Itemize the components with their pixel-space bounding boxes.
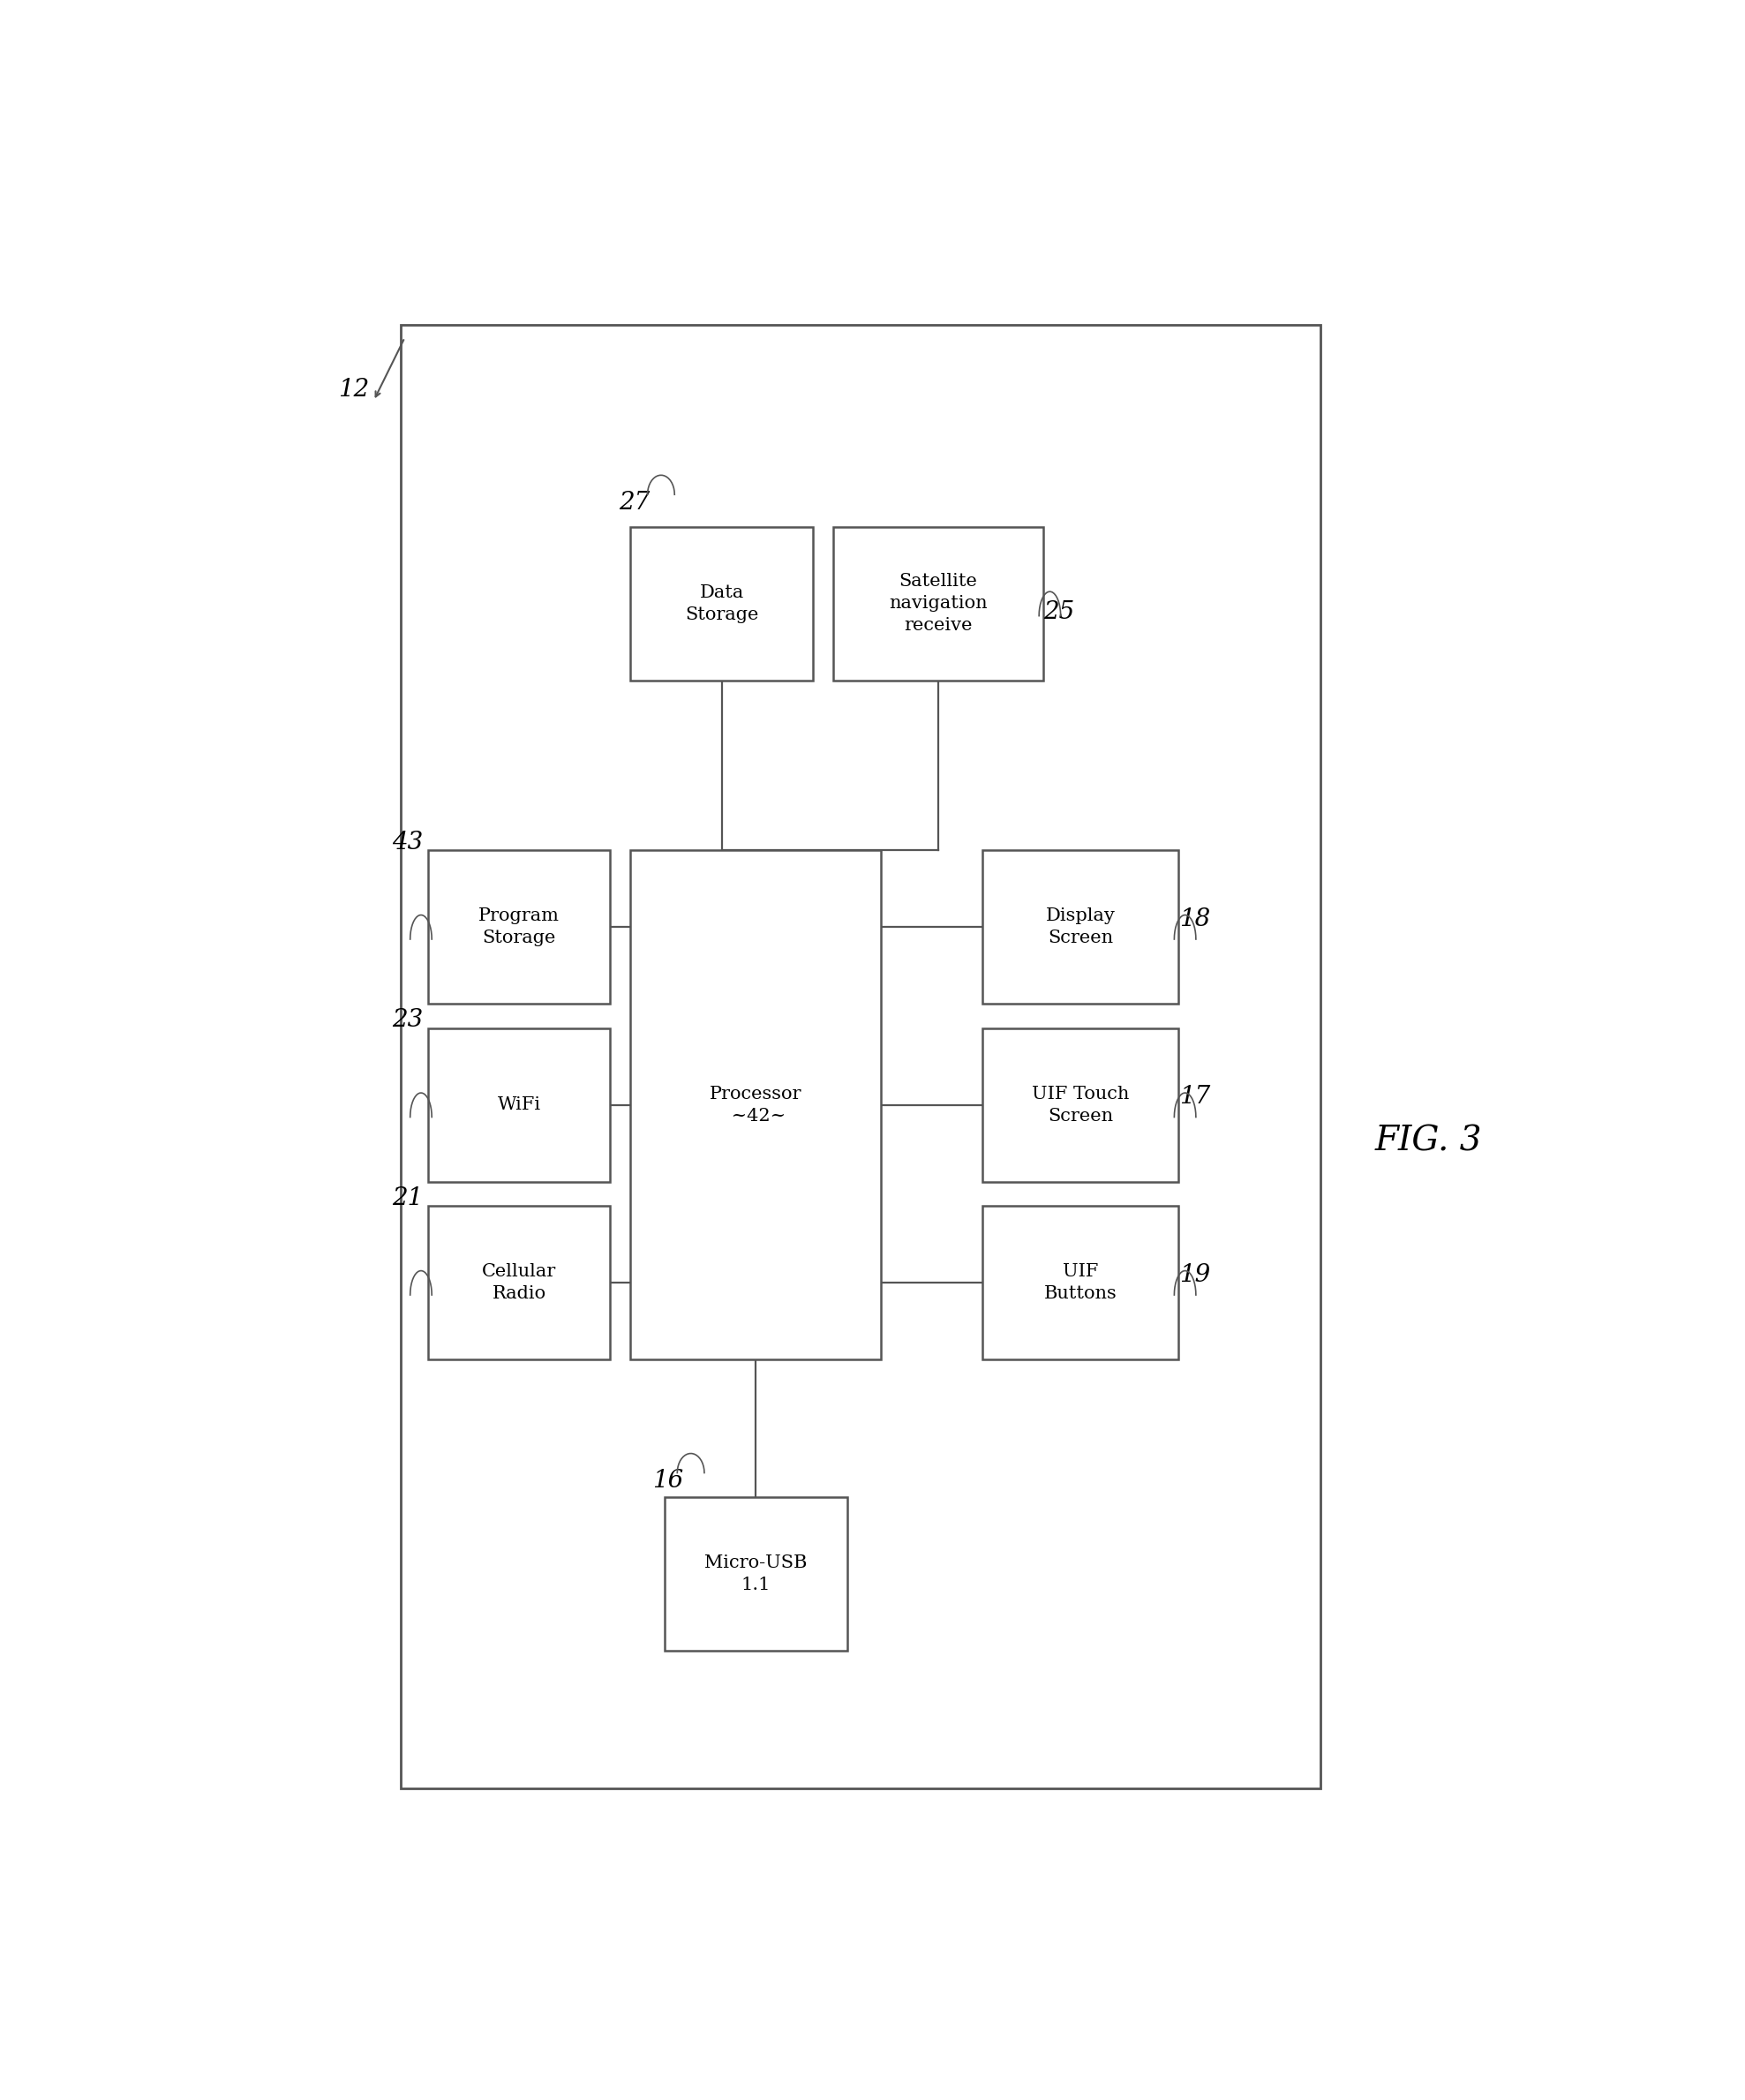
Bar xyxy=(982,1029,1178,1182)
Text: Processor
 ~42~: Processor ~42~ xyxy=(710,1086,801,1124)
Bar xyxy=(834,527,1044,680)
Text: 43: 43 xyxy=(393,830,422,855)
Bar xyxy=(428,1205,611,1359)
Text: 27: 27 xyxy=(618,491,649,514)
Bar xyxy=(630,851,881,1359)
Text: 19: 19 xyxy=(1180,1262,1209,1287)
Bar xyxy=(428,1029,611,1182)
Bar xyxy=(982,1205,1178,1359)
Text: 25: 25 xyxy=(1044,601,1075,624)
Text: 12: 12 xyxy=(339,378,368,401)
Text: 16: 16 xyxy=(653,1470,684,1493)
Text: Data
Storage: Data Storage xyxy=(686,584,759,624)
Text: Program
Storage: Program Storage xyxy=(478,907,560,947)
Text: FIG. 3: FIG. 3 xyxy=(1375,1126,1482,1157)
Text: Cellular
Radio: Cellular Radio xyxy=(482,1264,557,1302)
Text: 23: 23 xyxy=(393,1008,422,1031)
Text: Micro-USB
1.1: Micro-USB 1.1 xyxy=(705,1554,806,1594)
Text: UIF Touch
Screen: UIF Touch Screen xyxy=(1031,1086,1129,1124)
Bar xyxy=(401,326,1321,1789)
Bar xyxy=(630,527,813,680)
Bar xyxy=(982,851,1178,1004)
Text: Satellite
navigation
receive: Satellite navigation receive xyxy=(888,573,988,634)
Text: Display
Screen: Display Screen xyxy=(1045,907,1115,947)
Text: WiFi: WiFi xyxy=(497,1096,541,1113)
Bar xyxy=(428,851,611,1004)
Text: 18: 18 xyxy=(1180,907,1209,930)
Text: 17: 17 xyxy=(1180,1086,1209,1109)
Text: 21: 21 xyxy=(393,1186,422,1210)
Bar xyxy=(665,1497,846,1651)
Text: UIF
Buttons: UIF Buttons xyxy=(1044,1264,1117,1302)
